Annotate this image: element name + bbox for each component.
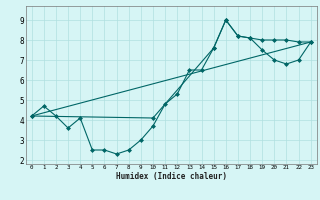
X-axis label: Humidex (Indice chaleur): Humidex (Indice chaleur) <box>116 172 227 181</box>
